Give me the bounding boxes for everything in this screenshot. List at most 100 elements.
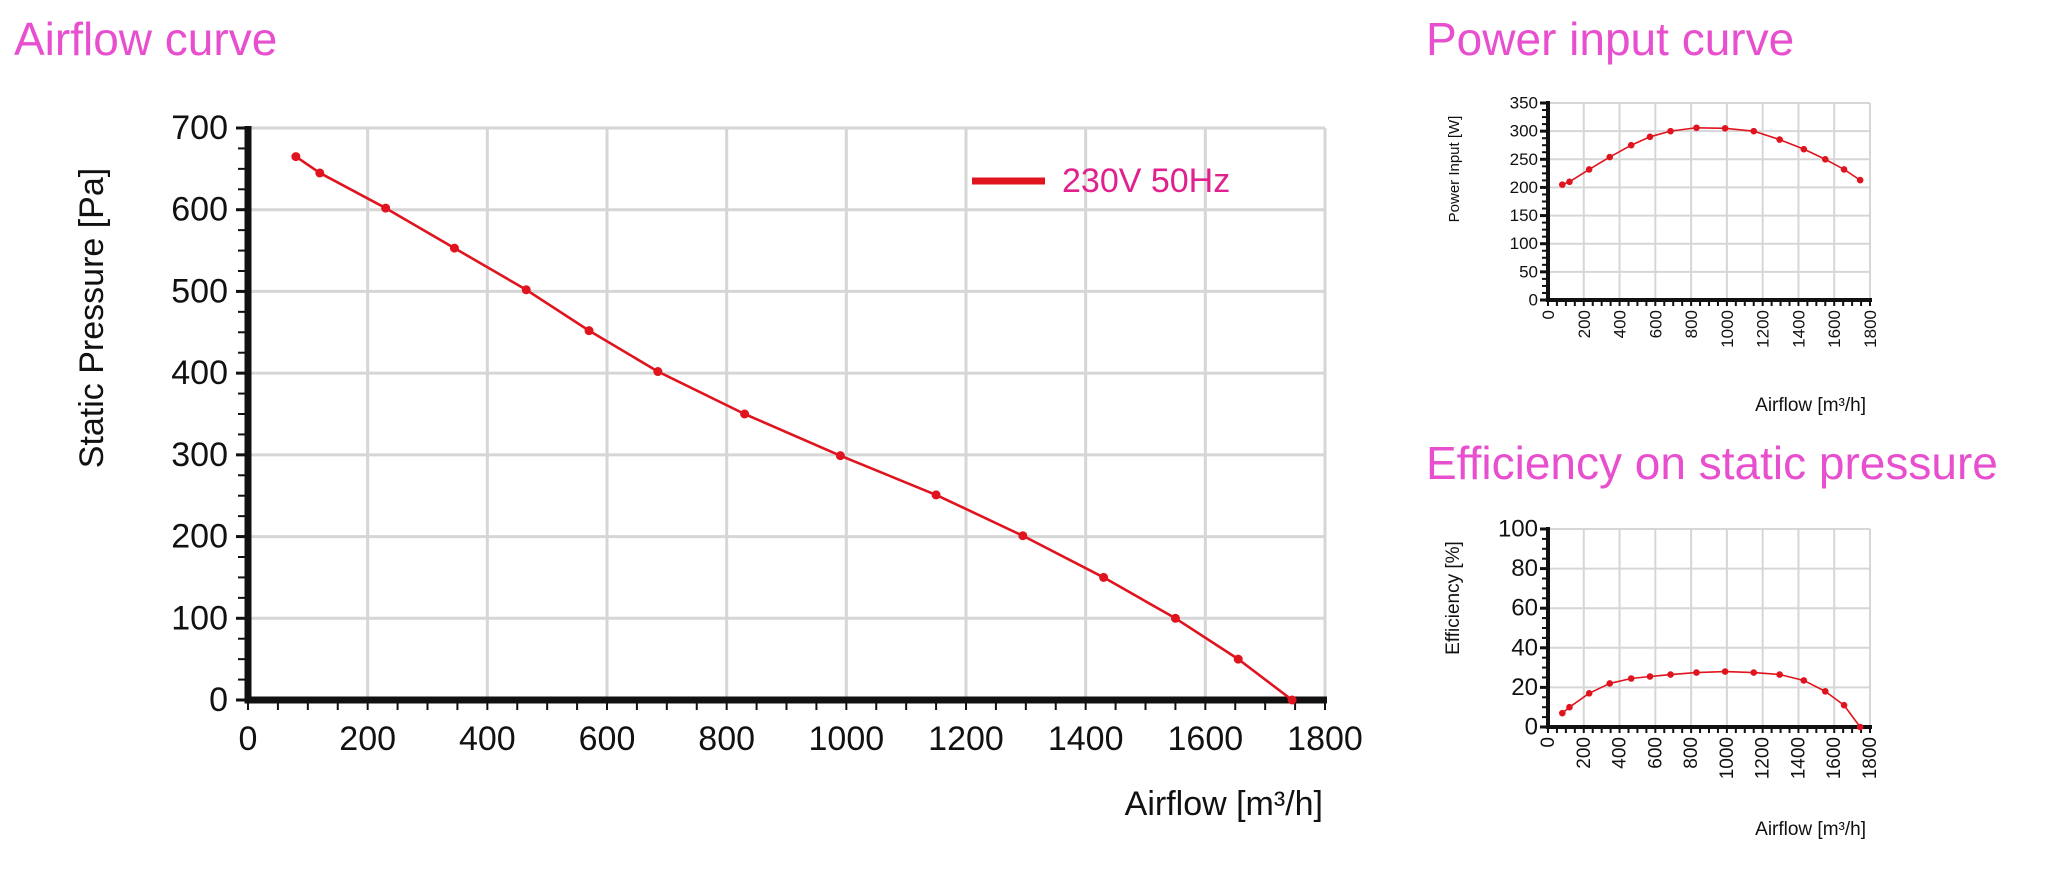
y-tick-label: 0 [1525,714,1538,741]
x-tick-label: 1800 [1861,310,1880,348]
y-tick-label: 60 [1511,595,1538,622]
data-point [449,243,459,253]
data-point [1018,531,1028,541]
x-tick-label: 200 [339,720,396,758]
x-tick-label: 800 [1681,737,1702,769]
airflow-section-title: Airflow curve [14,13,278,65]
y-tick-label: 250 [1510,150,1538,169]
y-tick-label: 100 [1510,234,1538,253]
x-tick-label: 800 [698,720,755,758]
x-tick-label: 1400 [1789,310,1808,348]
y-axis-label: Static Pressure [Pa] [73,168,111,468]
x-tick-label: 400 [1611,310,1630,338]
data-point [1856,723,1864,731]
x-tick-label: 400 [1610,737,1631,769]
data-point [1627,141,1635,149]
x-tick-label: 1600 [1824,737,1845,779]
x-tick-label: 1200 [1754,310,1773,348]
x-tick-label: 600 [1645,737,1666,769]
data-point [1566,703,1573,711]
y-tick-label: 300 [1510,122,1538,141]
data-point [1667,671,1674,678]
y-tick-label: 350 [1510,94,1538,113]
efficiency-section-title: Efficiency on static pressure [1426,437,1998,489]
data-point [1800,145,1808,153]
y-tick-label: 300 [171,436,228,474]
data-point [1840,166,1848,173]
data-point [653,367,663,377]
y-tick-label: 80 [1511,555,1538,582]
x-axis-label: Airflow [m³/h] [1125,785,1323,823]
x-tick-label: 0 [1539,310,1558,319]
data-point [1693,124,1700,132]
data-point [1559,181,1566,188]
y-tick-label: 100 [1498,516,1538,543]
data-point [1170,613,1180,623]
y-tick-label: 200 [171,518,228,556]
x-tick-label: 1200 [1753,737,1774,779]
y-tick-label: 600 [171,191,228,229]
x-axis-label: Airflow [m³/h] [1755,395,1866,416]
data-point [1233,654,1243,664]
legend-label: 230V 50Hz [1062,162,1230,200]
x-tick-label: 1600 [1168,720,1244,758]
data-point [1776,136,1783,143]
y-tick-label: 40 [1511,634,1538,661]
x-tick-label: 400 [459,720,516,758]
x-axis-label: Airflow [m³/h] [1755,819,1866,840]
y-tick-label: 200 [1510,178,1538,197]
data-point [1800,677,1808,684]
data-point [1646,673,1654,680]
data-point [1627,675,1635,682]
data-point [381,203,391,213]
x-tick-label: 1800 [1860,737,1881,779]
data-point [1099,572,1109,582]
y-axis-label: Efficiency [%] [1443,541,1464,655]
data-point [1667,127,1674,135]
x-tick-label: 200 [1574,737,1595,769]
data-point [835,451,845,461]
data-point [1750,669,1758,676]
data-point [1821,155,1829,163]
x-tick-label: 1400 [1048,720,1124,758]
y-tick-label: 0 [209,681,228,719]
data-point [931,490,941,500]
x-tick-label: 1000 [809,720,885,758]
x-tick-label: 200 [1575,310,1594,338]
data-point [1693,669,1700,676]
y-axis-label: Power Input [W] [1446,116,1463,223]
data-point [521,285,531,295]
y-tick-label: 100 [171,599,228,637]
x-tick-label: 1000 [1717,737,1738,779]
series-line [1561,670,1861,728]
data-point [1559,709,1566,717]
y-tick-label: 0 [1529,291,1538,310]
x-tick-label: 1600 [1825,310,1844,348]
x-tick-label: 1000 [1718,310,1737,348]
data-point [1585,166,1593,173]
x-tick-label: 1400 [1788,737,1809,779]
data-point [1856,176,1864,184]
data-point [1721,125,1729,132]
x-tick-label: 1800 [1287,720,1363,758]
x-tick-label: 600 [1646,310,1665,338]
power-section-title: Power input curve [1426,13,1795,65]
data-point [584,326,594,336]
data-point [1840,701,1848,709]
data-point [291,152,301,162]
x-tick-label: 0 [239,720,258,758]
x-tick-label: 0 [1538,737,1559,748]
data-point [740,409,750,419]
data-point [1821,688,1829,695]
data-point [1750,127,1758,135]
x-tick-label: 600 [579,720,636,758]
data-point [1776,671,1783,678]
y-tick-label: 20 [1511,674,1538,701]
data-point [1566,178,1573,186]
data-point [315,168,325,178]
data-point [1721,668,1729,675]
data-point [1585,690,1593,697]
y-tick-label: 150 [1510,206,1538,225]
x-tick-label: 800 [1682,310,1701,338]
